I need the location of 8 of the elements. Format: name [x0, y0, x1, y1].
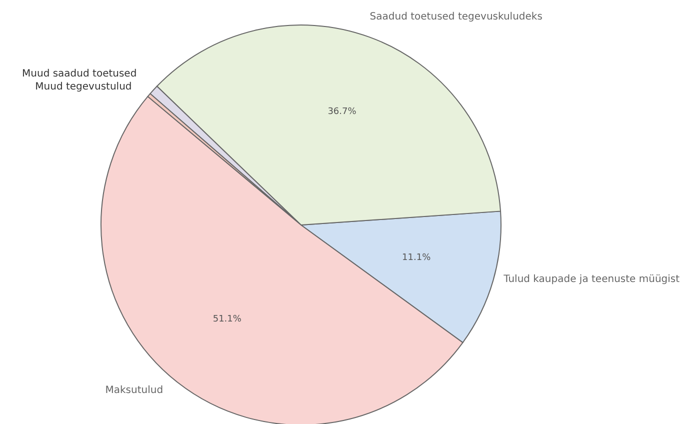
slice-label: Maksutulud: [105, 384, 164, 396]
slice-label: Muud tegevustulud: [35, 82, 132, 93]
data-label: 36.7%: [328, 107, 357, 118]
data-label: 11.1%: [402, 253, 432, 264]
slice-label: Muud saadud toetused: [22, 68, 137, 80]
data-label: 51.1%: [212, 314, 242, 325]
slice-label: Saadud toetused tegevuskuludeks: [370, 12, 542, 22]
slice-label: Tulud kaupade ja teenuste müügist: [502, 274, 680, 286]
